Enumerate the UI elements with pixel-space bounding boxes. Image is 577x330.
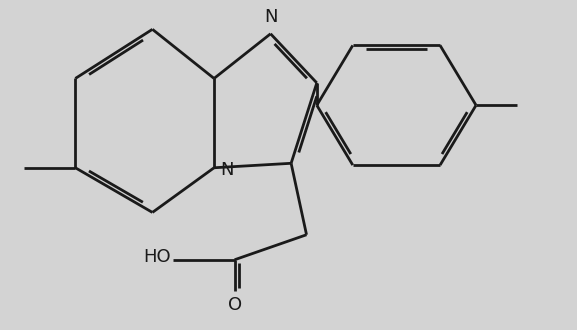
Text: HO: HO <box>143 248 170 266</box>
Text: O: O <box>227 296 242 314</box>
Text: N: N <box>264 8 278 26</box>
Text: N: N <box>220 161 234 179</box>
